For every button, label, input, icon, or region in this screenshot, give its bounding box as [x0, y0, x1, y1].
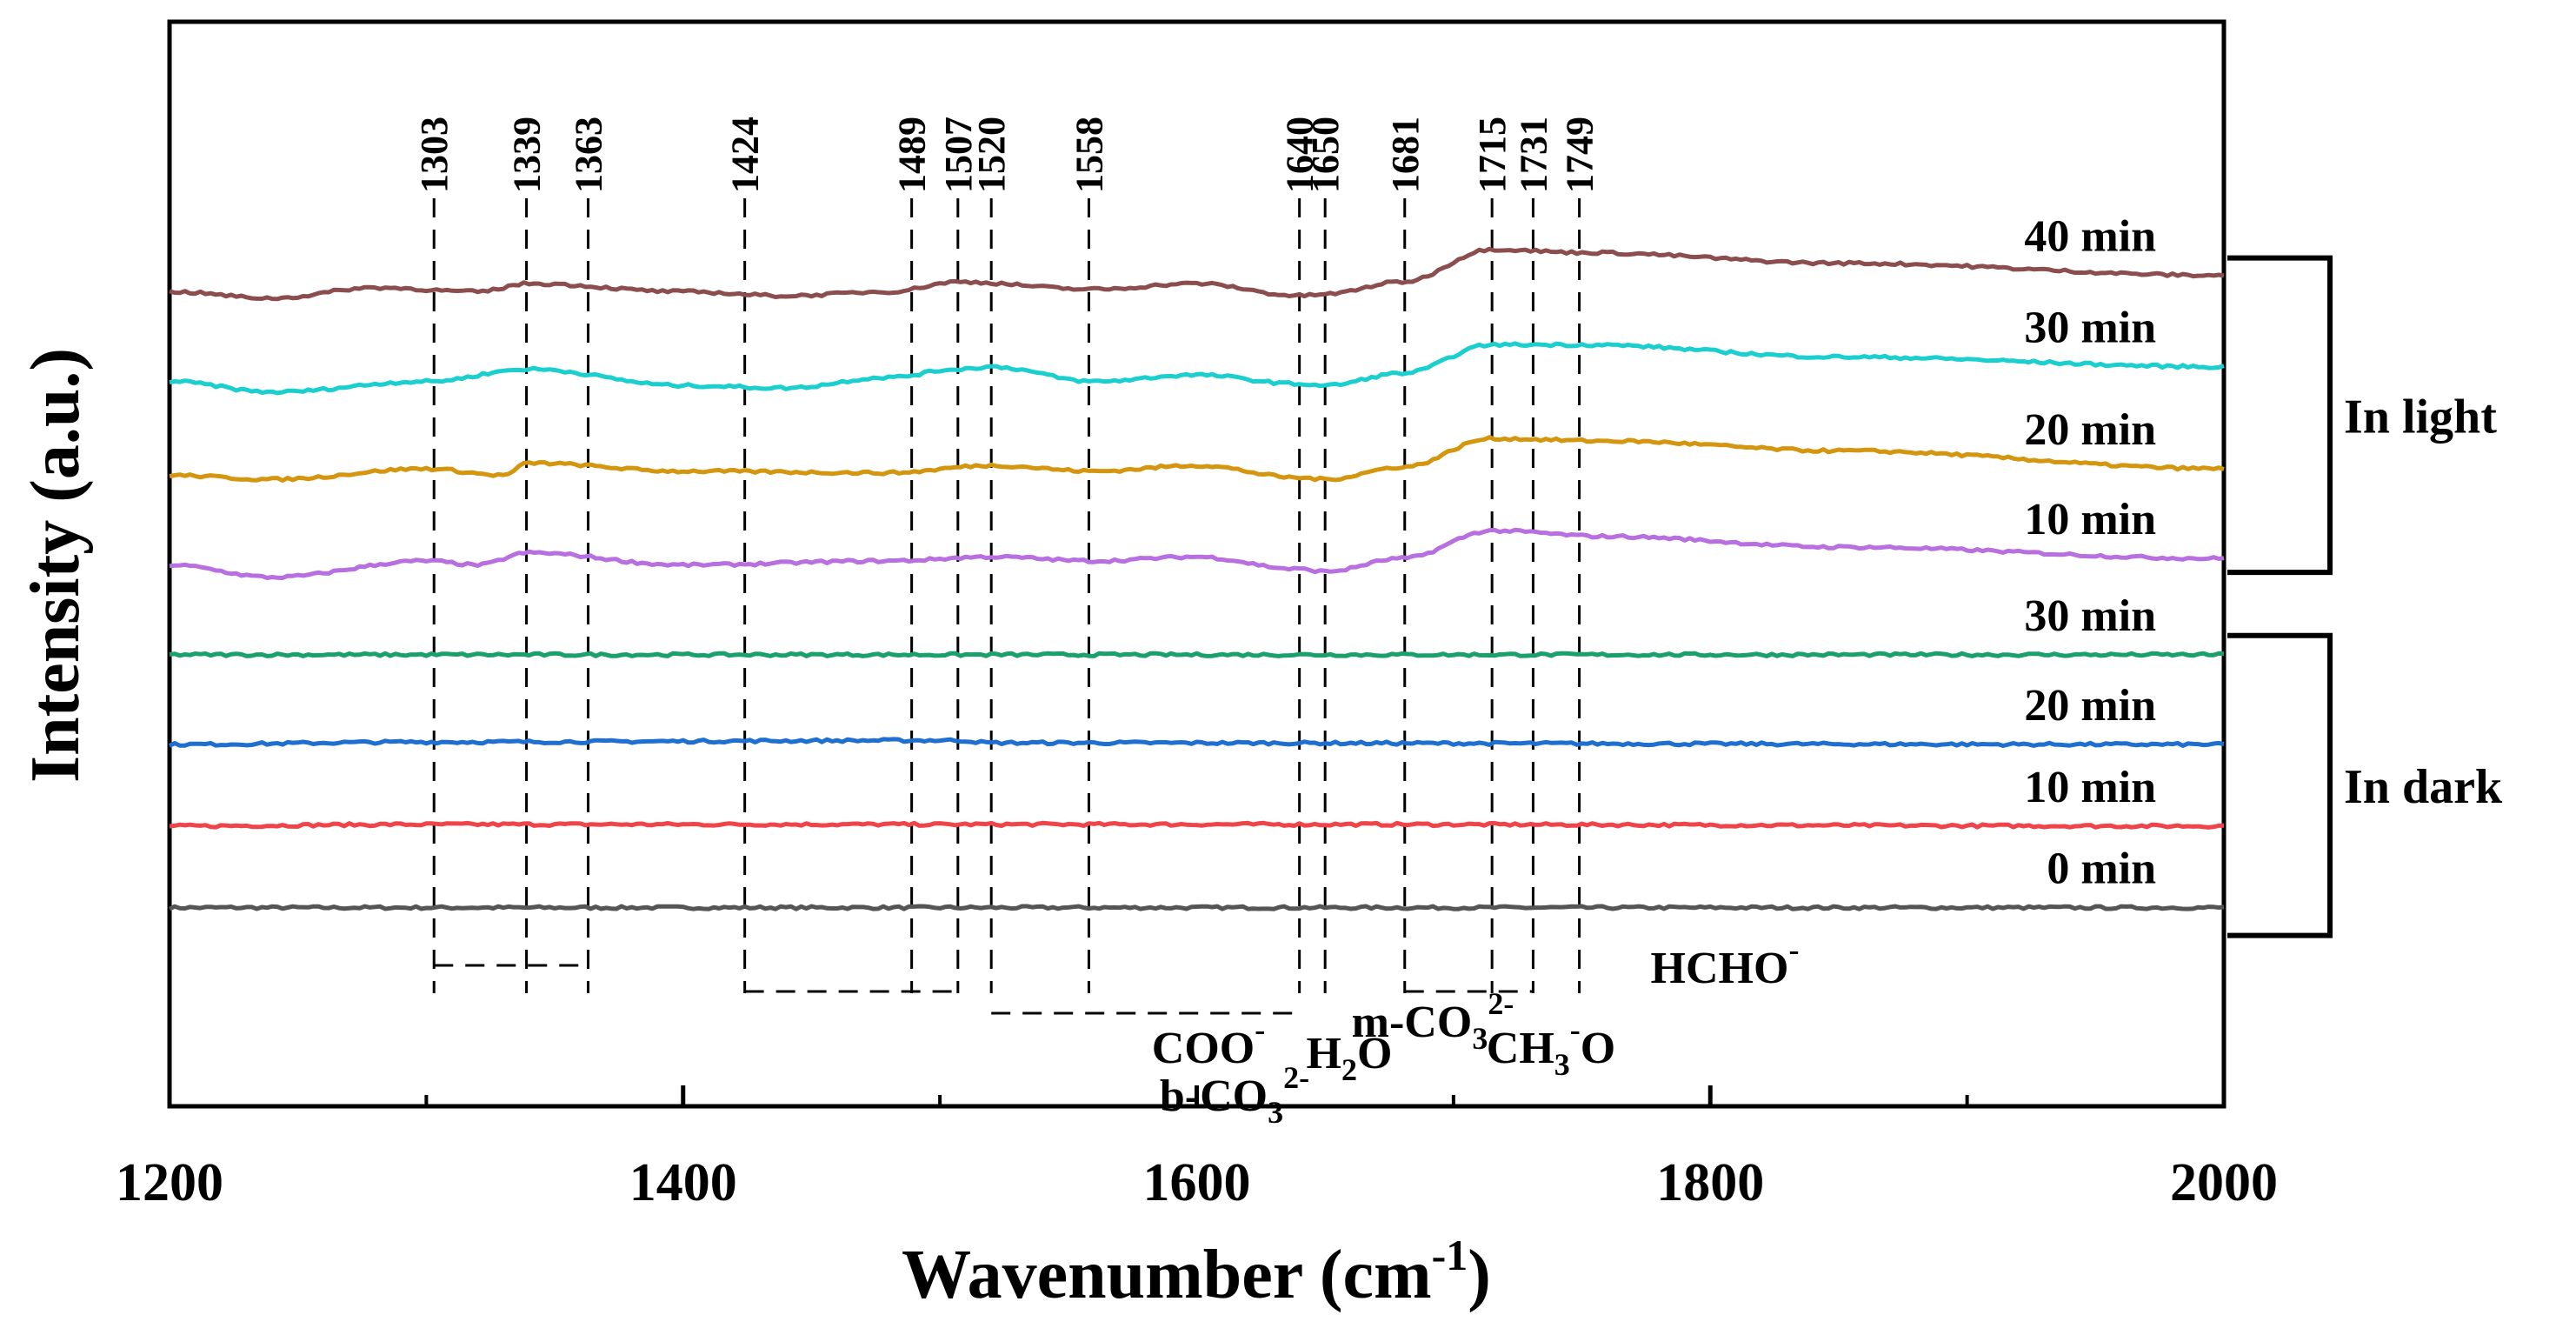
- group-bracket-0: [2227, 255, 2333, 576]
- x-tick-label-1400: 1400: [629, 1153, 737, 1212]
- species-label-sup: -: [1255, 1012, 1265, 1047]
- series-line-in-dark-30-min: [169, 651, 2225, 658]
- species-label-text: b-CO: [1160, 1071, 1268, 1121]
- species-label-sup: 2-: [1283, 1060, 1309, 1095]
- y-axis-title: Intensity (a.u.): [17, 348, 94, 783]
- peak-label-1640: 1640: [1279, 117, 1321, 193]
- group-label-1: In dark: [2344, 760, 2503, 814]
- species-label-text: m-CO: [1352, 998, 1473, 1047]
- species-label-3: H2O: [1307, 1029, 1393, 1087]
- series-line-in-light-30-min: [169, 341, 2225, 396]
- peak-label-1363: 1363: [567, 117, 609, 193]
- x-axis-title-end: ): [1468, 1237, 1491, 1313]
- x-tick-label-1800: 1800: [1656, 1153, 1764, 1212]
- peak-label-1731: 1731: [1512, 117, 1554, 193]
- series-line-in-dark-10-min: [169, 820, 2225, 830]
- x-axis-title: Wavenumber (cm-1): [902, 1231, 1491, 1313]
- species-label-text: COO: [1152, 1024, 1255, 1073]
- peak-label-1303: 1303: [413, 117, 456, 193]
- species-label-sub: 3: [1554, 1047, 1570, 1082]
- peak-label-1681: 1681: [1384, 117, 1427, 193]
- peak-label-1489: 1489: [891, 117, 934, 193]
- x-tick-label-1600: 1600: [1143, 1153, 1251, 1212]
- species-label-0: COO-: [1152, 1012, 1265, 1073]
- series-line-in-dark-20-min: [168, 737, 2225, 748]
- species-label-text: CH: [1487, 1024, 1554, 1073]
- series-label-3: 30 min: [2024, 591, 2156, 641]
- series-labels: 0 min 10 min 20 min 30 min 10 min 20 min 30 mi…: [2024, 212, 2156, 894]
- series-label-0: 0 min: [2047, 844, 2156, 894]
- spectra-series: [168, 246, 2225, 911]
- series-label-6: 30 min: [2024, 304, 2156, 353]
- peak-label-1507: 1507: [937, 117, 980, 193]
- peak-label-1650: 1650: [1304, 117, 1347, 193]
- group-bracket-1: [2227, 632, 2333, 938]
- series-label-1: 10 min: [2024, 763, 2156, 812]
- x-tick-label-1200: 1200: [116, 1153, 223, 1212]
- series-label-5: 20 min: [2024, 405, 2156, 455]
- x-axis-title-main: Wavenumber (cm: [902, 1237, 1432, 1313]
- group-label-0: In light: [2344, 390, 2497, 444]
- species-label-5: HCHO-: [1651, 932, 1800, 993]
- peak-label-1520: 1520: [970, 117, 1013, 193]
- peak-label-1558: 1558: [1068, 117, 1110, 193]
- peak-label-1339: 1339: [506, 117, 549, 193]
- species-label-text: H: [1307, 1029, 1341, 1078]
- series-line-in-light-20-min: [169, 435, 2225, 483]
- species-label-1: m-CO32-: [1352, 986, 1514, 1056]
- species-label-sub: 3: [1472, 1021, 1488, 1056]
- series-label-2: 20 min: [2024, 681, 2156, 731]
- x-axis-title-sup: -1: [1432, 1231, 1468, 1279]
- series-label-7: 40 min: [2024, 212, 2156, 262]
- series-line-in-light-10-min: [169, 527, 2225, 581]
- species-label-sup: -: [1788, 932, 1799, 967]
- species-label-sub: 3: [1268, 1095, 1283, 1130]
- peak-guide-lines: [432, 198, 1581, 993]
- species-label-after: O: [1581, 1024, 1615, 1073]
- x-axis: 1200 1400 1600 1800 2000: [116, 1085, 2278, 1212]
- species-label-sup: -: [1570, 1012, 1581, 1047]
- species-label-2: b-CO32-: [1160, 1060, 1309, 1130]
- group-brackets: In light In dark: [2227, 255, 2503, 938]
- species-label-text: HCHO: [1651, 944, 1789, 993]
- peak-label-1424: 1424: [724, 117, 767, 193]
- species-label-sub: 2: [1341, 1052, 1357, 1087]
- species-label-after: O: [1357, 1029, 1392, 1078]
- peak-label-1749: 1749: [1559, 117, 1601, 193]
- x-tick-label-2000: 2000: [2170, 1153, 2278, 1212]
- series-line-in-light-40-min: [169, 246, 2225, 302]
- species-label-4: CH3-O: [1487, 1012, 1615, 1082]
- series-line-in-dark-0-min: [168, 904, 2225, 911]
- series-label-4: 10 min: [2024, 495, 2156, 544]
- peak-label-1715: 1715: [1471, 117, 1514, 193]
